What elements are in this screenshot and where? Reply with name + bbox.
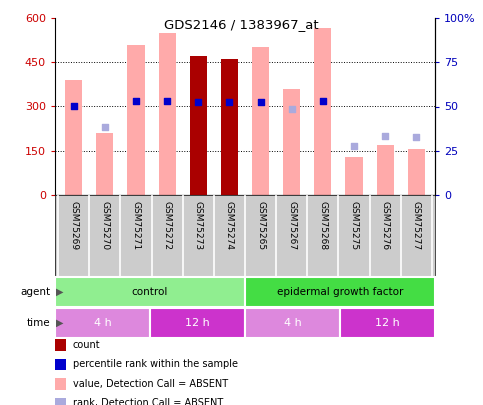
Text: 12 h: 12 h [375, 318, 400, 328]
Bar [65, 80, 82, 195]
Point [350, 143, 358, 149]
Point [256, 99, 264, 105]
Text: GSM75275: GSM75275 [350, 201, 358, 251]
Bar [245, 277, 435, 307]
Bar [408, 149, 425, 195]
Text: time: time [27, 318, 50, 328]
Text: GSM75268: GSM75268 [318, 201, 327, 251]
Point [195, 99, 202, 105]
Text: GSM75267: GSM75267 [287, 201, 296, 251]
Text: 4 h: 4 h [284, 318, 301, 328]
Bar [314, 28, 331, 195]
Text: GDS2146 / 1383967_at: GDS2146 / 1383967_at [164, 18, 319, 31]
Text: agent: agent [20, 287, 50, 297]
Bar [96, 133, 114, 195]
Text: GSM75265: GSM75265 [256, 201, 265, 251]
Bar [158, 33, 176, 195]
Point [163, 97, 171, 104]
Text: GSM75277: GSM75277 [412, 201, 421, 251]
Point [70, 103, 78, 110]
Text: GSM75276: GSM75276 [381, 201, 390, 251]
Bar [252, 47, 269, 195]
Bar [283, 89, 300, 195]
Bar [190, 56, 207, 195]
Text: control: control [132, 287, 168, 297]
Point [226, 99, 233, 105]
Bar [377, 145, 394, 195]
Text: count: count [73, 340, 100, 350]
Bar [345, 157, 363, 195]
Bar [245, 308, 340, 338]
Text: 12 h: 12 h [185, 318, 210, 328]
Bar [55, 308, 150, 338]
Text: GSM75271: GSM75271 [131, 201, 141, 251]
Bar [150, 308, 245, 338]
Text: GSM75274: GSM75274 [225, 201, 234, 250]
Point [381, 133, 389, 139]
Bar [340, 308, 435, 338]
Text: GSM75270: GSM75270 [100, 201, 109, 251]
Text: GSM75272: GSM75272 [163, 201, 171, 250]
Text: GSM75269: GSM75269 [69, 201, 78, 251]
Text: percentile rank within the sample: percentile rank within the sample [73, 360, 238, 369]
Bar [221, 59, 238, 195]
Text: value, Detection Call = ABSENT: value, Detection Call = ABSENT [73, 379, 228, 389]
Text: ▶: ▶ [56, 318, 63, 328]
Bar [55, 277, 245, 307]
Point [319, 97, 327, 104]
Point [412, 134, 420, 141]
Text: epidermal growth factor: epidermal growth factor [277, 287, 403, 297]
Text: rank, Detection Call = ABSENT: rank, Detection Call = ABSENT [73, 399, 223, 405]
Bar [128, 45, 144, 195]
Point [288, 106, 296, 113]
Point [132, 97, 140, 104]
Point [101, 124, 109, 130]
Text: GSM75273: GSM75273 [194, 201, 203, 251]
Text: ▶: ▶ [56, 287, 63, 297]
Text: 4 h: 4 h [94, 318, 112, 328]
